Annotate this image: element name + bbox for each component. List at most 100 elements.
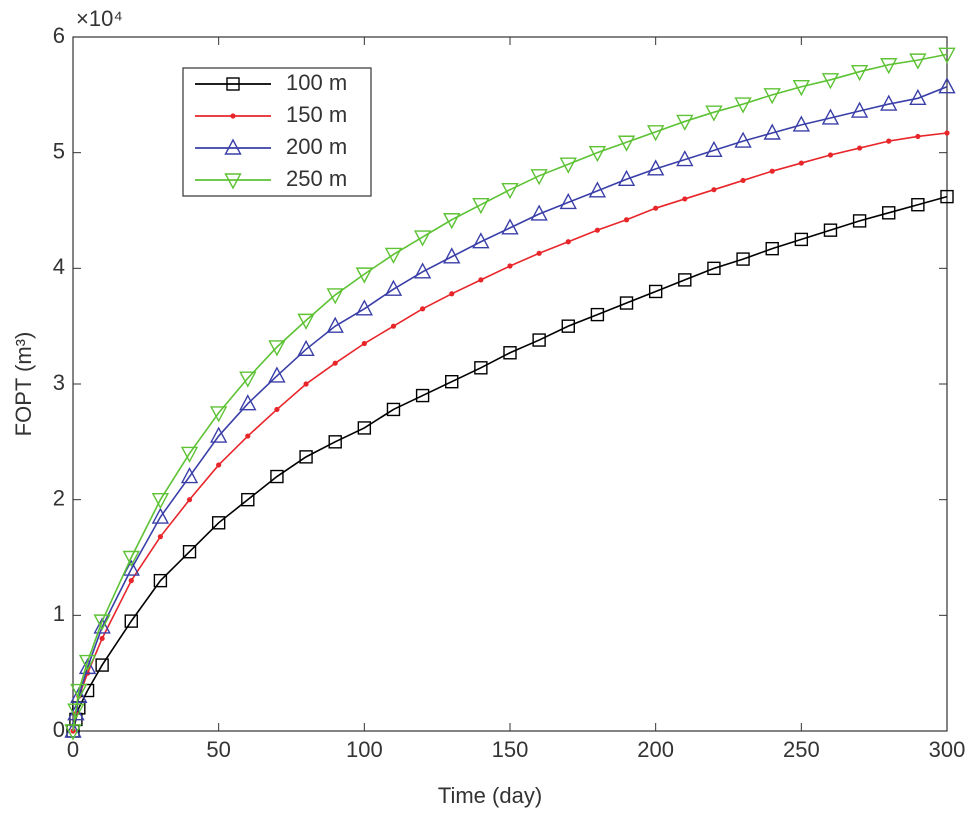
marker: [915, 133, 921, 140]
marker: [70, 683, 88, 700]
marker: [501, 182, 519, 200]
marker: [792, 80, 811, 97]
marker: [128, 578, 134, 584]
marker: [617, 135, 636, 152]
marker: [268, 340, 286, 357]
marker: [594, 227, 601, 233]
marker: [880, 58, 898, 75]
marker: [940, 189, 954, 204]
marker: [78, 657, 97, 675]
marker: [239, 371, 257, 388]
marker: [588, 145, 607, 163]
marker: [705, 140, 723, 158]
marker: [532, 333, 546, 347]
marker: [274, 406, 280, 413]
marker: [911, 198, 925, 212]
marker: [357, 421, 372, 435]
marker: [619, 296, 634, 310]
legend-label: 100 m: [286, 70, 347, 95]
marker: [623, 217, 630, 223]
legend: 100 m 150 m 200 m 250 m: [182, 67, 372, 197]
marker: [180, 446, 199, 463]
legend-label: 200 m: [286, 134, 347, 159]
marker: [821, 73, 840, 90]
marker: [415, 388, 430, 403]
marker: [124, 614, 138, 628]
marker: [384, 247, 403, 264]
marker: [938, 77, 956, 94]
marker: [478, 277, 484, 283]
marker: [676, 114, 694, 131]
marker: [230, 113, 236, 119]
marker: [449, 291, 455, 297]
series: [70, 130, 950, 734]
series: [66, 189, 954, 738]
legend-box: [182, 67, 372, 197]
marker: [530, 204, 548, 221]
marker: [882, 206, 896, 220]
marker: [938, 47, 956, 64]
marker: [443, 213, 461, 230]
marker: [224, 173, 242, 190]
series: [64, 77, 956, 738]
x-axis-label: Time (day): [438, 783, 542, 808]
marker: [530, 169, 548, 186]
y-tick-label: 1: [53, 601, 65, 626]
marker: [270, 469, 284, 484]
y-tick-label: 6: [53, 23, 65, 48]
marker: [734, 97, 752, 114]
marker: [559, 192, 577, 210]
marker: [734, 131, 752, 148]
x-tick-label: 0: [67, 737, 79, 762]
marker: [536, 250, 542, 256]
marker: [216, 462, 222, 468]
marker: [413, 230, 432, 247]
x-tick-label: 150: [492, 737, 529, 762]
marker: [211, 516, 226, 530]
marker: [384, 279, 403, 296]
y-tick-label: 4: [53, 254, 65, 279]
y-axis-label: FOPT (m³): [11, 332, 36, 437]
marker: [209, 406, 228, 423]
marker: [590, 307, 605, 322]
marker: [769, 168, 775, 174]
marker: [93, 617, 111, 634]
marker: [944, 130, 950, 136]
x-tick-label: 300: [929, 737, 966, 762]
marker: [880, 94, 898, 111]
marker: [561, 319, 575, 333]
marker: [676, 150, 694, 167]
marker: [99, 635, 105, 642]
marker: [182, 545, 197, 559]
marker: [648, 284, 663, 299]
marker: [93, 614, 111, 631]
marker: [852, 214, 867, 228]
marker: [617, 169, 636, 186]
marker: [445, 374, 459, 389]
marker: [472, 232, 490, 249]
marker: [886, 138, 892, 144]
marker: [682, 196, 688, 202]
marker: [122, 550, 140, 567]
legend-label: 250 m: [286, 166, 347, 191]
marker: [245, 433, 251, 439]
marker: [588, 181, 607, 198]
marker: [64, 724, 82, 741]
marker: [297, 313, 315, 330]
marker: [326, 288, 344, 305]
marker: [472, 198, 490, 215]
marker: [64, 721, 82, 738]
x-tick-label: 50: [206, 737, 230, 762]
series-line: [72, 195, 948, 732]
series-line: [72, 85, 948, 732]
marker: [78, 654, 97, 672]
y-tick-label: 2: [53, 485, 65, 510]
marker: [740, 177, 746, 184]
y-multiplier: ×10⁴: [76, 6, 123, 31]
marker: [707, 261, 721, 276]
marker: [501, 218, 519, 235]
marker: [857, 145, 863, 151]
series: [64, 47, 956, 741]
